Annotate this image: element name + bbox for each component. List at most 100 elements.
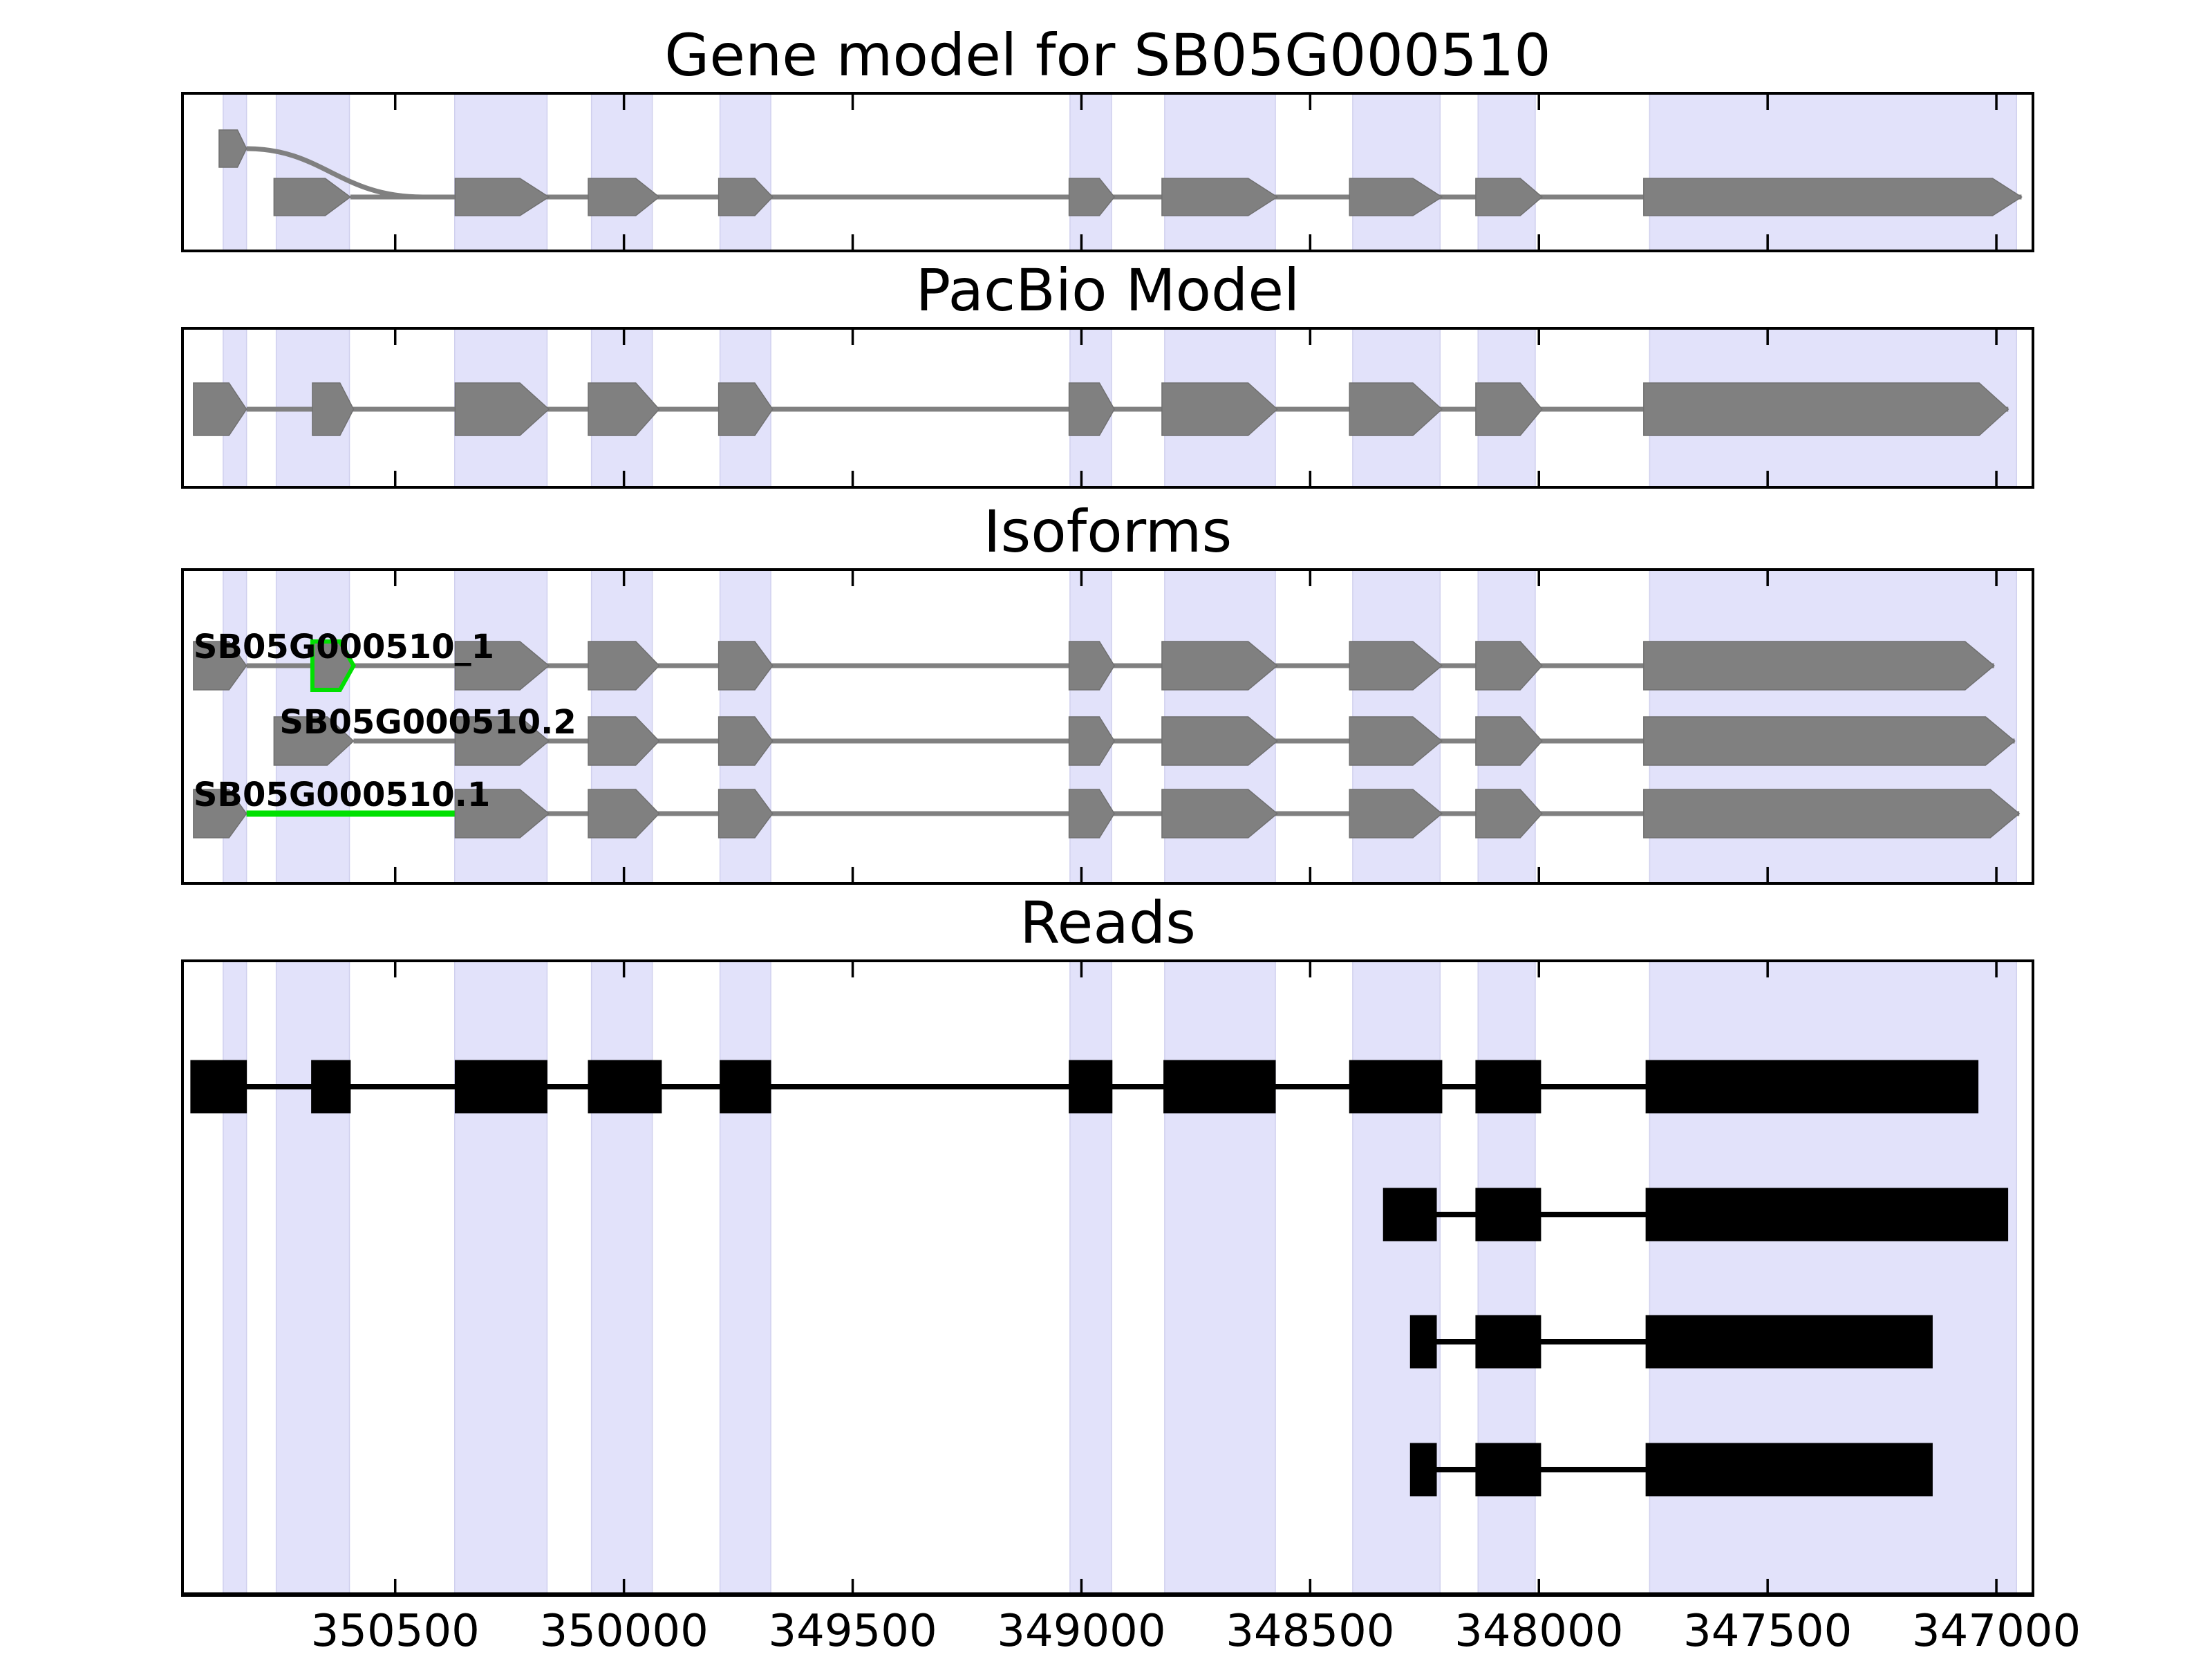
- x-tick-label: 347500: [1683, 1606, 1853, 1657]
- gene-model-panel: [181, 92, 2034, 252]
- exon-highlight-band: [1069, 92, 1112, 252]
- isoform-exon: [1349, 789, 1443, 838]
- exon-highlight-band: [223, 959, 247, 1597]
- pacbio-exon: [718, 382, 774, 436]
- gene-exon: [1068, 178, 1116, 216]
- reads-panel-title: Reads: [1020, 889, 1196, 957]
- exon-highlight-band: [275, 959, 350, 1597]
- exon-highlight-band: [590, 92, 653, 252]
- panel-border: [181, 568, 2034, 885]
- read-exon: [1163, 1060, 1276, 1114]
- pacbio-exon: [312, 382, 355, 436]
- isoform-exon: [1161, 789, 1278, 838]
- isoform-exon: [588, 641, 660, 691]
- isoform-exon: [1475, 641, 1543, 691]
- green-outlined-exon: [310, 639, 356, 692]
- gene-exon: [454, 178, 550, 216]
- exon-highlight-band: [1352, 92, 1441, 252]
- isoform-exon: [193, 789, 247, 838]
- read-exon: [720, 1060, 771, 1114]
- isoform-exon: [1349, 641, 1443, 691]
- isoform-exon: [273, 716, 355, 766]
- read-exon: [1475, 1188, 1541, 1241]
- gene-exon: [273, 178, 352, 216]
- read-exon: [1382, 1188, 1437, 1241]
- gene-exon: [1349, 178, 1443, 216]
- pacbio-panel: [181, 327, 2034, 489]
- isoform-exon: [588, 716, 660, 766]
- isoform-exon: [454, 716, 550, 766]
- gene-exon: [588, 178, 660, 216]
- isoform-exon: [1349, 716, 1443, 766]
- isoform-exon: [193, 641, 247, 691]
- panel-border: [181, 92, 2034, 252]
- x-tick-label: 348000: [1454, 1606, 1624, 1657]
- gene-exon: [1161, 178, 1279, 216]
- read-exon: [1349, 1060, 1443, 1114]
- isoform-label: SB05G000510.1: [193, 776, 491, 814]
- gene-exon: [1475, 178, 1544, 216]
- x-tick-label: 347000: [1911, 1606, 2081, 1657]
- gene-exon: [218, 129, 247, 168]
- isoform-exon: [1161, 641, 1278, 691]
- curved-intron-line: [246, 146, 423, 200]
- exon-highlight-band: [1649, 92, 2017, 252]
- exon-highlight-band: [1477, 92, 1536, 252]
- read-exon: [1069, 1060, 1113, 1114]
- read-exon: [1645, 1188, 2009, 1241]
- pacbio-panel-title: PacBio Model: [915, 256, 1300, 324]
- isoform-exon: [1475, 716, 1543, 766]
- isoform-exon: [718, 789, 774, 838]
- pacbio-exon: [1161, 382, 1278, 436]
- read-exon: [311, 1060, 351, 1114]
- panel-border: [181, 327, 2034, 489]
- gene-exon: [718, 178, 774, 216]
- isoforms-panel-title: Isoforms: [983, 498, 1232, 565]
- exon-highlight-band: [1069, 959, 1112, 1597]
- isoform-exon: [1643, 789, 2021, 838]
- isoform-label: SB05G000510_1: [193, 628, 494, 666]
- read-exon: [190, 1060, 247, 1114]
- pacbio-exon: [588, 382, 660, 436]
- exon-highlight-band: [719, 959, 771, 1597]
- x-tick-label: 349000: [997, 1606, 1166, 1657]
- read-exon: [1645, 1443, 1933, 1497]
- pacbio-exon: [1643, 382, 2009, 436]
- isoform-exon: [1068, 641, 1115, 691]
- exon-highlight-band: [1164, 959, 1276, 1597]
- read-exon: [1475, 1443, 1541, 1497]
- isoform-exon: [718, 716, 774, 766]
- isoform-exon: [718, 641, 774, 691]
- isoform-exon: [1475, 789, 1543, 838]
- exon-highlight-band: [275, 92, 350, 252]
- exon-highlight-band: [454, 92, 548, 252]
- gene-model-panel-title: Gene model for SB05G000510: [664, 21, 1551, 89]
- reads-panel: [181, 959, 2034, 1597]
- pacbio-exon: [1068, 382, 1115, 436]
- isoforms-panel: [181, 568, 2034, 885]
- isoform-exon: [1643, 716, 2016, 766]
- read-exon: [1409, 1315, 1437, 1369]
- exon-highlight-band: [454, 959, 548, 1597]
- pacbio-exon: [1349, 382, 1443, 436]
- isoform-exon: [1643, 641, 1995, 691]
- x-tick-label: 350500: [310, 1606, 480, 1657]
- isoform-exon: [1161, 716, 1278, 766]
- isoform-exon: [454, 641, 550, 691]
- exon-highlight-band: [590, 959, 653, 1597]
- read-exon: [1475, 1315, 1541, 1369]
- x-tick-label: 348500: [1226, 1606, 1395, 1657]
- isoform-label: SB05G000510.2: [279, 703, 577, 742]
- read-exon: [1475, 1060, 1541, 1114]
- exon-highlight-band: [1164, 92, 1276, 252]
- exon-highlight-band: [223, 92, 247, 252]
- read-exon: [454, 1060, 547, 1114]
- exon-highlight-band: [1649, 959, 2017, 1597]
- isoform-exon: [1068, 789, 1115, 838]
- read-exon: [588, 1060, 662, 1114]
- exon-highlight-band: [719, 92, 771, 252]
- read-exon: [1645, 1060, 1979, 1114]
- read-exon: [1409, 1443, 1437, 1497]
- pacbio-exon: [454, 382, 550, 436]
